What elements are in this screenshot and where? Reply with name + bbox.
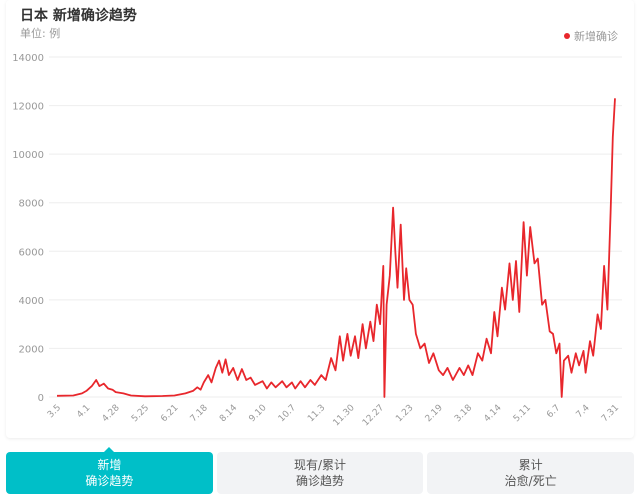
x-tick-label: 7.4 [575, 403, 592, 420]
tab-recovered-deaths[interactable]: 累计治愈/死亡 [427, 452, 635, 494]
chart-card: 日本 新增确诊趋势 单位: 例 新增确诊 [6, 0, 634, 438]
x-tick-label: 5.25 [130, 403, 151, 424]
x-tick-label: 1.23 [394, 403, 415, 424]
y-tick-label: 6000 [19, 247, 44, 258]
tab-label: 确诊趋势 [296, 474, 345, 488]
x-tick-label: 8.14 [218, 403, 239, 424]
x-tick-label: 4.1 [75, 403, 92, 420]
x-tick-label: 4.14 [482, 403, 503, 424]
x-tick-label: 3.5 [46, 403, 63, 420]
x-tick-label: 7.31 [600, 403, 621, 424]
x-tick-label: 6.21 [159, 403, 180, 424]
x-tick-label: 4.28 [101, 403, 122, 424]
tab-label: 现有/累计 [293, 458, 347, 472]
x-tick-label: 9.10 [247, 403, 268, 424]
tab-label: 治愈/死亡 [504, 474, 557, 488]
chart-title: 日本 新增确诊趋势 [20, 8, 137, 24]
tab-label: 新增 [97, 458, 122, 472]
x-tick-label: 12.27 [361, 403, 386, 428]
x-tick-label: 7.18 [189, 403, 210, 424]
x-tick-label: 2.19 [424, 403, 445, 424]
unit-label: 单位: 例 [20, 27, 61, 40]
legend-label: 新增确诊 [574, 30, 618, 43]
line-chart: 0 2000 4000 6000 8000 10000 12000 14000 3.5 4.1 4.… [12, 53, 622, 428]
legend[interactable]: 新增确诊 [564, 28, 618, 44]
series-line-new-cases [56, 98, 616, 398]
y-tick-label: 14000 [12, 53, 44, 64]
y-tick-label: 0 [38, 393, 44, 404]
x-tick-label: 5.11 [512, 403, 533, 424]
y-tick-label: 10000 [12, 150, 44, 161]
y-tick-label: 12000 [12, 102, 44, 113]
tab-new-cases[interactable]: 新增 确诊趋势 [6, 447, 213, 494]
x-tick-label: 11.3 [306, 403, 327, 424]
y-tick-label: 4000 [19, 296, 44, 307]
x-tick-label: 10.7 [277, 403, 298, 424]
tab-bar: 新增确诊趋势 现有/累计确诊趋势 累计治愈/死亡 [6, 447, 635, 494]
tab-label: 累计 [518, 458, 543, 472]
tab-current-total[interactable]: 现有/累计确诊趋势 [216, 452, 424, 494]
y-tick-label: 8000 [19, 199, 44, 210]
legend-dot-icon [564, 33, 570, 39]
x-tick-label: 11.30 [332, 403, 357, 428]
x-tick-label: 6.7 [545, 403, 562, 420]
y-tick-label: 2000 [19, 344, 44, 355]
x-tick-label: 3.18 [453, 403, 474, 424]
tab-label: 确诊趋势 [85, 474, 134, 488]
